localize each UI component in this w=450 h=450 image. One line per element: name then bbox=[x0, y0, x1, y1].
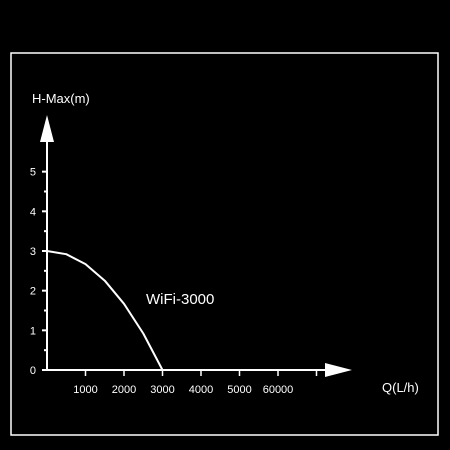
y-tick-label-2: 2 bbox=[30, 286, 36, 298]
x-axis-label: Q(L/h) bbox=[382, 380, 419, 395]
y-ticks: 0 1 2 3 4 5 bbox=[30, 167, 47, 377]
x-tick-label-3000: 3000 bbox=[150, 384, 174, 396]
x-tick-label-1000: 1000 bbox=[73, 384, 97, 396]
y-axis-arrow bbox=[40, 115, 54, 142]
y-tick-label-0: 0 bbox=[30, 365, 36, 377]
y-axis bbox=[40, 115, 54, 370]
x-ticks: 1000 2000 3000 4000 5000 60000 bbox=[73, 370, 318, 396]
y-tick-label-5: 5 bbox=[30, 167, 36, 179]
y-tick-label-1: 1 bbox=[30, 325, 36, 337]
series-layer bbox=[46, 250, 164, 371]
y-tick-label-4: 4 bbox=[30, 206, 36, 218]
x-tick-label-4000: 4000 bbox=[189, 384, 213, 396]
series-label-wifi-3000: WiFi-3000 bbox=[146, 291, 214, 308]
x-tick-label-6000: 60000 bbox=[263, 384, 294, 396]
series-line-0 bbox=[46, 250, 164, 371]
x-axis bbox=[47, 363, 352, 377]
y-axis-label: H-Max(m) bbox=[32, 91, 90, 106]
chart-frame bbox=[10, 52, 439, 436]
y-tick-label-3: 3 bbox=[30, 246, 36, 258]
x-tick-label-5000: 5000 bbox=[227, 384, 251, 396]
x-tick-label-2000: 2000 bbox=[112, 384, 136, 396]
x-axis-arrow bbox=[325, 363, 352, 377]
